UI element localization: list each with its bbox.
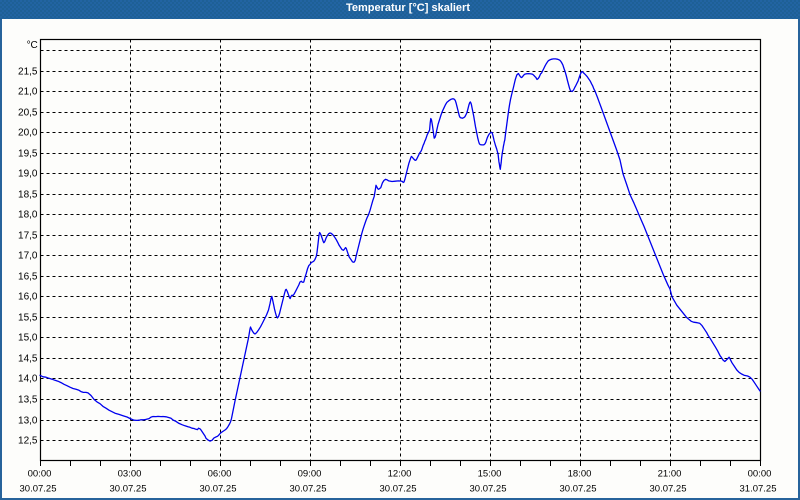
svg-text:30.07.25: 30.07.25 — [110, 484, 147, 495]
svg-text:21:00: 21:00 — [658, 469, 682, 480]
svg-text:00:00: 00:00 — [748, 469, 772, 480]
svg-text:30.07.25: 30.07.25 — [290, 484, 327, 495]
svg-text:30.07.25: 30.07.25 — [380, 484, 417, 495]
svg-text:20,5: 20,5 — [18, 108, 38, 119]
svg-text:09:00: 09:00 — [298, 469, 322, 480]
svg-text:17,0: 17,0 — [18, 251, 38, 262]
svg-text:03:00: 03:00 — [118, 469, 142, 480]
svg-text:30.07.25: 30.07.25 — [560, 484, 597, 495]
svg-text:15,0: 15,0 — [18, 333, 38, 344]
svg-text:18,5: 18,5 — [18, 190, 38, 201]
svg-text:13,0: 13,0 — [18, 416, 38, 427]
svg-text:20,0: 20,0 — [18, 128, 38, 139]
svg-text:17,5: 17,5 — [18, 231, 38, 242]
svg-text:30.07.25: 30.07.25 — [470, 484, 507, 495]
svg-text:15:00: 15:00 — [478, 469, 502, 480]
svg-text:12:00: 12:00 — [388, 469, 412, 480]
svg-text:30.07.25: 30.07.25 — [20, 484, 57, 495]
svg-text:31.07.25: 31.07.25 — [740, 484, 777, 495]
svg-text:06:00: 06:00 — [208, 469, 232, 480]
svg-text:19,0: 19,0 — [18, 169, 38, 180]
svg-text:13,5: 13,5 — [18, 395, 38, 406]
svg-text:18,0: 18,0 — [18, 210, 38, 221]
svg-text:°C: °C — [27, 40, 38, 51]
svg-text:30.07.25: 30.07.25 — [200, 484, 237, 495]
svg-text:16,5: 16,5 — [18, 272, 38, 283]
svg-text:14,5: 14,5 — [18, 354, 38, 365]
svg-text:21,0: 21,0 — [18, 87, 38, 98]
svg-text:19,5: 19,5 — [18, 149, 38, 160]
svg-text:21,5: 21,5 — [18, 67, 38, 78]
svg-text:14,0: 14,0 — [18, 374, 38, 385]
svg-text:30.07.25: 30.07.25 — [650, 484, 687, 495]
svg-text:16,0: 16,0 — [18, 292, 38, 303]
svg-text:15,5: 15,5 — [18, 313, 38, 324]
svg-text:12,5: 12,5 — [18, 436, 38, 447]
svg-text:18:00: 18:00 — [568, 469, 592, 480]
svg-text:00:00: 00:00 — [28, 469, 52, 480]
